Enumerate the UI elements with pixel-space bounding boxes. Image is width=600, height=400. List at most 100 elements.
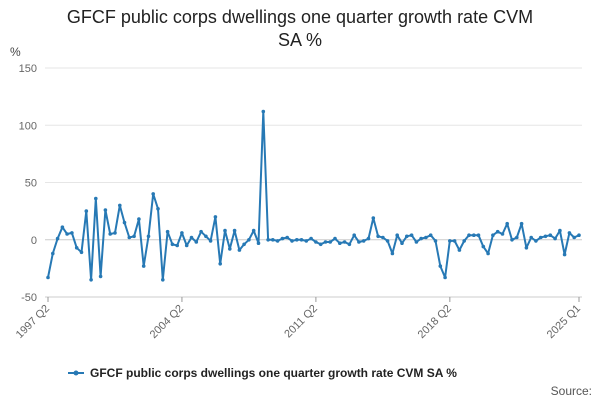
data-point[interactable] (333, 236, 337, 241)
data-point[interactable] (113, 231, 117, 235)
data-point[interactable] (462, 239, 467, 243)
data-point[interactable] (247, 238, 251, 242)
data-point[interactable] (352, 233, 357, 237)
data-point[interactable] (161, 278, 165, 282)
data-point[interactable] (376, 234, 380, 239)
data-point[interactable] (108, 232, 112, 236)
data-point[interactable] (405, 234, 409, 239)
data-point[interactable] (74, 246, 79, 250)
data-point[interactable] (519, 221, 524, 226)
data-point[interactable] (491, 233, 495, 237)
data-point[interactable] (328, 240, 333, 244)
data-point[interactable] (553, 236, 557, 241)
data-point[interactable] (89, 278, 93, 282)
data-point[interactable] (266, 238, 270, 242)
data-point[interactable] (79, 250, 84, 255)
data-point[interactable] (151, 192, 155, 196)
data-point[interactable] (476, 233, 481, 237)
legend[interactable]: GFCF public corps dwellings one quarter … (68, 366, 457, 380)
data-point[interactable] (304, 239, 309, 243)
data-point[interactable] (548, 233, 553, 237)
data-point[interactable] (472, 233, 476, 237)
data-point[interactable] (371, 216, 376, 220)
data-point[interactable] (448, 239, 452, 243)
data-point[interactable] (189, 235, 194, 240)
data-point[interactable] (175, 243, 179, 248)
data-point[interactable] (170, 242, 175, 247)
data-point[interactable] (122, 220, 127, 225)
data-point[interactable] (510, 238, 514, 242)
data-point[interactable] (132, 234, 136, 239)
data-point[interactable] (361, 239, 366, 243)
data-point[interactable] (338, 241, 342, 245)
data-point[interactable] (46, 275, 50, 280)
data-point[interactable] (562, 252, 567, 257)
data-point[interactable] (558, 228, 562, 233)
data-point[interactable] (486, 251, 490, 256)
data-point[interactable] (452, 239, 457, 243)
data-point[interactable] (199, 229, 203, 234)
data-point[interactable] (137, 217, 141, 221)
data-point[interactable] (390, 251, 395, 256)
data-point[interactable] (385, 239, 390, 243)
data-point[interactable] (103, 208, 108, 212)
data-point[interactable] (400, 241, 404, 245)
data-point[interactable] (118, 203, 122, 208)
data-point[interactable] (98, 274, 103, 279)
data-point[interactable] (218, 262, 222, 266)
data-point[interactable] (438, 264, 443, 268)
data-point[interactable] (409, 233, 414, 237)
data-point[interactable] (60, 225, 65, 229)
data-point[interactable] (237, 248, 242, 252)
data-point[interactable] (366, 236, 371, 241)
data-point[interactable] (271, 238, 275, 242)
data-point[interactable] (127, 235, 132, 240)
data-point[interactable] (251, 228, 256, 233)
data-point[interactable] (146, 234, 151, 239)
data-point[interactable] (232, 228, 237, 233)
data-point[interactable] (275, 239, 280, 243)
data-point[interactable] (184, 243, 189, 248)
data-point[interactable] (543, 234, 548, 239)
data-point[interactable] (357, 240, 361, 244)
data-point[interactable] (572, 235, 576, 240)
data-point[interactable] (515, 235, 519, 240)
data-point[interactable] (65, 232, 69, 236)
data-point[interactable] (323, 240, 328, 244)
data-point[interactable] (94, 196, 98, 201)
data-point[interactable] (180, 231, 184, 235)
data-point[interactable] (242, 242, 246, 247)
data-point[interactable] (577, 233, 581, 237)
data-point[interactable] (419, 236, 423, 241)
data-point[interactable] (261, 109, 266, 114)
data-point[interactable] (70, 231, 74, 235)
data-point[interactable] (428, 233, 433, 237)
data-point[interactable] (481, 244, 486, 249)
data-point[interactable] (280, 236, 285, 241)
data-point[interactable] (538, 235, 543, 240)
data-point[interactable] (141, 264, 146, 268)
data-point[interactable] (156, 207, 160, 211)
data-point[interactable] (505, 221, 510, 226)
data-point[interactable] (194, 240, 199, 244)
data-point[interactable] (223, 228, 227, 233)
data-point[interactable] (347, 242, 352, 247)
data-point[interactable] (433, 239, 438, 243)
data-point[interactable] (414, 240, 419, 244)
data-point[interactable] (529, 235, 533, 240)
data-point[interactable] (84, 209, 89, 213)
data-point[interactable] (208, 239, 213, 243)
data-point[interactable] (495, 229, 500, 234)
data-point[interactable] (443, 275, 447, 280)
data-point[interactable] (204, 234, 208, 239)
data-point[interactable] (290, 239, 294, 243)
data-point[interactable] (228, 247, 232, 251)
data-point[interactable] (342, 240, 347, 244)
data-point[interactable] (500, 232, 505, 236)
data-point[interactable] (285, 235, 290, 240)
data-point[interactable] (395, 233, 400, 237)
data-point[interactable] (55, 236, 60, 241)
data-point[interactable] (213, 215, 218, 219)
data-point[interactable] (524, 246, 529, 250)
data-point[interactable] (424, 235, 428, 240)
